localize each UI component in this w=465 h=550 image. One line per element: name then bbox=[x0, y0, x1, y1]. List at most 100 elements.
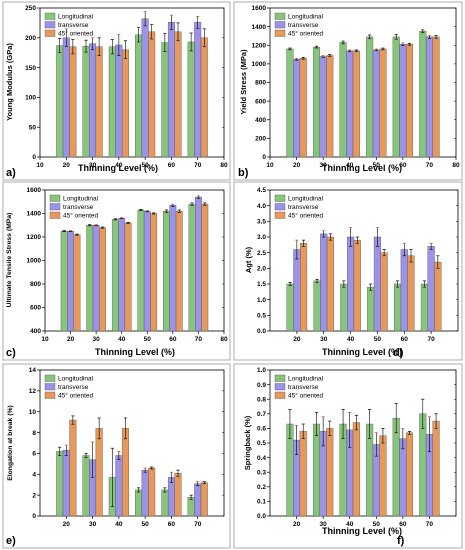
legend-label-oriented45: 45° oriented bbox=[288, 30, 324, 38]
y-tick-label: 1400 bbox=[27, 211, 42, 218]
bar-longitudinal bbox=[312, 46, 321, 158]
bar-transverse bbox=[167, 477, 175, 517]
x-tick-label: 40 bbox=[346, 521, 354, 528]
x-tick-label: 70 bbox=[428, 336, 436, 343]
panel-frame bbox=[2, 181, 231, 361]
y-tick-label: 0 bbox=[32, 154, 36, 161]
bar-longitudinal bbox=[312, 423, 321, 517]
x-tick-label: 40 bbox=[115, 521, 123, 528]
bar-longitudinal bbox=[82, 45, 90, 158]
bar-oriented45 bbox=[379, 435, 387, 517]
bar-longitudinal bbox=[111, 219, 119, 332]
bar-oriented45 bbox=[353, 239, 361, 332]
y-axis-title: Springback (%) bbox=[243, 415, 252, 470]
bar-oriented45 bbox=[326, 428, 334, 517]
y-tick-label: 0.9 bbox=[257, 382, 266, 389]
legend-label-transverse: transverse bbox=[58, 22, 89, 29]
bar-oriented45 bbox=[99, 227, 106, 332]
y-axis-title: Elongation at break (%) bbox=[7, 405, 14, 481]
bar-oriented45 bbox=[95, 428, 103, 517]
y-tick-label: 1000 bbox=[252, 61, 267, 68]
legend-swatch-oriented45 bbox=[49, 211, 61, 219]
x-tick-label: 30 bbox=[89, 521, 97, 528]
bar-transverse bbox=[141, 469, 149, 517]
y-tick-label: 4.5 bbox=[257, 187, 266, 194]
bar-transverse bbox=[118, 217, 126, 332]
x-tick-label: 10 bbox=[41, 336, 49, 343]
bar-transverse bbox=[319, 56, 327, 158]
bar-transverse bbox=[293, 249, 301, 332]
x-tick-label: 70 bbox=[195, 336, 203, 343]
y-tick-label: 0.6 bbox=[257, 426, 266, 433]
legend-label-oriented45: 45° oriented bbox=[288, 212, 324, 220]
x-tick-label: 30 bbox=[320, 521, 328, 528]
bar-oriented45 bbox=[150, 213, 158, 332]
x-axis-title: Thinning Level (%) bbox=[322, 347, 402, 357]
bar-oriented45 bbox=[299, 431, 307, 517]
bar-longitudinal bbox=[135, 489, 143, 517]
x-tick-label: 20 bbox=[63, 162, 71, 169]
panel-d: 0.0 0.5 1.0 1.5 2.0 2.5 3.0 3.5 4.0 4.5 20 30 40 50 60… bbox=[233, 181, 463, 361]
y-tick-label: 0.5 bbox=[257, 440, 266, 447]
x-tick-label: 60 bbox=[169, 336, 177, 343]
y-axis-title: Agt (%) bbox=[244, 246, 253, 273]
x-tick-label: 40 bbox=[346, 162, 354, 169]
y-tick-label: 0.8 bbox=[257, 396, 266, 403]
x-tick-label: 80 bbox=[220, 336, 228, 343]
y-tick-label: 14 bbox=[29, 367, 37, 374]
bar-longitudinal bbox=[86, 225, 94, 332]
bar-transverse bbox=[399, 438, 407, 517]
legend-label-longitudinal: Longitudinal bbox=[58, 14, 94, 21]
x-tick-label: 20 bbox=[293, 521, 301, 528]
x-tick-label: 60 bbox=[168, 521, 176, 528]
bar-oriented45 bbox=[148, 31, 156, 158]
y-tick-label: 1600 bbox=[27, 187, 42, 194]
x-tick-label: 30 bbox=[320, 336, 328, 343]
x-tick-label: 70 bbox=[426, 521, 434, 528]
y-tick-label: 0.5 bbox=[257, 313, 266, 320]
legend-swatch-longitudinal bbox=[49, 194, 61, 202]
legend-swatch-longitudinal bbox=[274, 194, 286, 202]
legend-swatch-oriented45 bbox=[44, 29, 56, 37]
bar-transverse bbox=[427, 246, 435, 332]
panel-e: 0 2 4 6 8 10 12 14 20 30 40 50 60 70 Longitudinaltrans… bbox=[2, 363, 231, 549]
y-tick-label: 0.1 bbox=[257, 499, 266, 506]
x-axis-title: Thinning Level (%) bbox=[78, 163, 158, 173]
bar-transverse bbox=[194, 483, 202, 517]
y-axis-title: Young Modulus (GPa) bbox=[5, 43, 14, 121]
y-tick-label: 400 bbox=[30, 328, 41, 335]
x-tick-label: 40 bbox=[347, 336, 355, 343]
bar-oriented45 bbox=[407, 255, 415, 332]
bar-transverse bbox=[347, 236, 355, 332]
panel-letter: a) bbox=[6, 167, 16, 179]
y-tick-label: 0.0 bbox=[257, 328, 266, 335]
x-tick-label: 20 bbox=[67, 336, 75, 343]
bar-transverse bbox=[399, 44, 407, 158]
legend-label-oriented45: 45° oriented bbox=[58, 392, 94, 400]
x-tick-label: 50 bbox=[142, 521, 150, 528]
bar-longitudinal bbox=[135, 34, 143, 158]
bar-oriented45 bbox=[379, 48, 387, 158]
bar-longitudinal bbox=[394, 283, 402, 332]
x-tick-label: 50 bbox=[373, 521, 381, 528]
y-tick-label: 0.7 bbox=[257, 411, 266, 418]
bar-oriented45 bbox=[69, 46, 77, 158]
bar-longitudinal bbox=[137, 209, 145, 332]
y-axis-title: Yield Stress (MPa) bbox=[239, 49, 248, 115]
x-tick-label: 80 bbox=[220, 162, 228, 169]
y-tick-label: 1.0 bbox=[257, 297, 266, 304]
legend-swatch-longitudinal bbox=[274, 374, 286, 382]
x-tick-label: 30 bbox=[93, 336, 101, 343]
bar-oriented45 bbox=[174, 473, 182, 517]
y-tick-label: 250 bbox=[25, 5, 36, 12]
bar-longitudinal bbox=[367, 286, 375, 332]
x-axis-title: Thinning Level (%) bbox=[95, 347, 175, 357]
legend-swatch-longitudinal bbox=[274, 12, 286, 20]
bar-longitudinal bbox=[419, 31, 427, 158]
bar-oriented45 bbox=[405, 432, 414, 517]
bar-transverse bbox=[115, 455, 123, 517]
panel-letter: f) bbox=[397, 535, 405, 547]
y-tick-label: 4.0 bbox=[257, 203, 266, 210]
y-tick-label: 6 bbox=[32, 451, 36, 458]
